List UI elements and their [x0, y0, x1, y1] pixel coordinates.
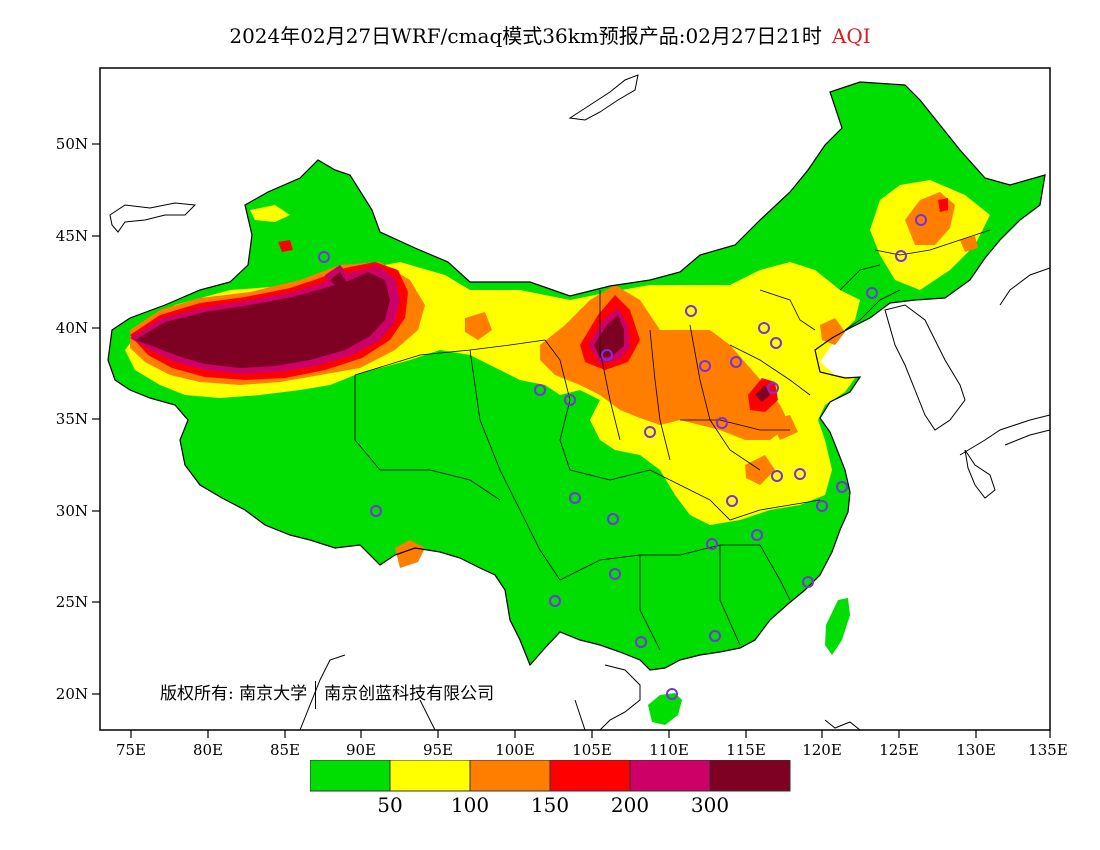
- legend-swatch: [629, 760, 711, 792]
- copyright-org-1: 南京大学: [239, 684, 308, 704]
- x-tick-label: 80E: [193, 741, 223, 759]
- copyright-separator: [315, 680, 317, 709]
- x-tick-label: 130E: [956, 741, 996, 759]
- y-tick-label: 20N: [56, 685, 88, 703]
- legend-swatches: [310, 760, 791, 792]
- neighbor-coastlines: [109, 74, 1050, 730]
- aqi-legend: 50 100 150 200 300: [310, 760, 791, 817]
- y-axis: 50N 45N 40N 35N 30N 25N 20N: [56, 135, 100, 703]
- x-tick-label: 95E: [423, 741, 453, 759]
- y-tick-label: 25N: [56, 593, 88, 611]
- x-tick-label: 115E: [726, 741, 766, 759]
- y-tick-label: 35N: [56, 410, 88, 428]
- x-tick-label: 85E: [270, 741, 300, 759]
- x-tick-label: 75E: [116, 741, 146, 759]
- legend-label: 300: [691, 793, 729, 817]
- copyright-org-2: 南京创蓝科技有限公司: [324, 684, 495, 704]
- y-tick-label: 50N: [56, 135, 88, 153]
- x-tick-label: 120E: [802, 741, 842, 759]
- title-main: 2024年02月27日WRF/cmaq模式36km预报产品:02月27日21时: [229, 24, 822, 48]
- legend-label: 200: [611, 793, 649, 817]
- y-tick-label: 30N: [56, 502, 88, 520]
- china-border: [107, 81, 1046, 671]
- station-markers: [318, 214, 927, 700]
- legend-swatch: [549, 760, 631, 792]
- map-frame: [99, 67, 1051, 731]
- map-title: 2024年02月27日WRF/cmaq模式36km预报产品:02月27日21时 A…: [0, 20, 1100, 49]
- x-tick-label: 105E: [572, 741, 612, 759]
- legend-labels: 50 100 150 200 300: [377, 793, 729, 817]
- legend-label: 100: [451, 793, 489, 817]
- legend-swatch: [310, 760, 391, 792]
- legend-swatch: [709, 760, 791, 792]
- legend-swatch: [469, 760, 551, 792]
- copyright-prefix: 版权所有:: [160, 684, 234, 704]
- taiwan-island: [825, 598, 850, 655]
- y-tick-label: 45N: [56, 227, 88, 245]
- province-borders: [354, 229, 991, 651]
- x-tick-label: 90E: [346, 741, 376, 759]
- x-tick-label: 100E: [495, 741, 535, 759]
- copyright-notice: 版权所有: 南京大学 南京创蓝科技有限公司: [160, 679, 494, 709]
- title-variable: AQI: [831, 24, 871, 48]
- x-tick-label: 125E: [879, 741, 919, 759]
- x-tick-label: 110E: [649, 741, 689, 759]
- hainan-island: [648, 693, 682, 725]
- x-axis: 75E 80E 85E 90E 95E 100E 105E 110E 115E …: [116, 730, 1068, 759]
- map-layer: [107, 74, 1050, 730]
- legend-label: 50: [377, 793, 402, 817]
- y-tick-label: 40N: [56, 319, 88, 337]
- x-tick-label: 135E: [1028, 741, 1068, 759]
- legend-label: 150: [531, 793, 569, 817]
- hazardous-zones: [135, 272, 770, 402]
- legend-swatch: [389, 760, 471, 792]
